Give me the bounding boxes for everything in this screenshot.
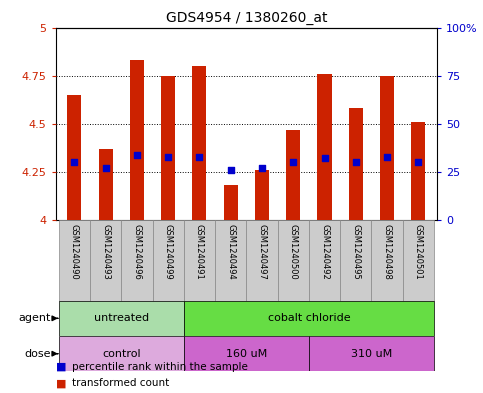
Text: 310 uM: 310 uM bbox=[351, 349, 392, 359]
Bar bbox=[192, 66, 206, 220]
Text: GSM1240490: GSM1240490 bbox=[70, 224, 79, 280]
Bar bbox=[184, 220, 215, 301]
Bar bbox=[90, 220, 121, 301]
Bar bbox=[380, 75, 394, 220]
Text: ■: ■ bbox=[56, 362, 66, 372]
Bar bbox=[58, 220, 90, 301]
Point bbox=[227, 167, 235, 173]
Text: GSM1240498: GSM1240498 bbox=[383, 224, 392, 280]
Point bbox=[352, 159, 360, 165]
Bar bbox=[121, 220, 153, 301]
Text: GSM1240496: GSM1240496 bbox=[132, 224, 142, 280]
Text: GSM1240495: GSM1240495 bbox=[351, 224, 360, 280]
Point bbox=[321, 155, 328, 162]
Point bbox=[196, 153, 203, 160]
Bar bbox=[58, 301, 184, 336]
Point bbox=[289, 159, 297, 165]
Bar bbox=[412, 122, 426, 220]
Bar bbox=[309, 336, 434, 371]
Text: GSM1240494: GSM1240494 bbox=[226, 224, 235, 280]
Title: GDS4954 / 1380260_at: GDS4954 / 1380260_at bbox=[166, 11, 327, 25]
Point bbox=[164, 153, 172, 160]
Text: GSM1240492: GSM1240492 bbox=[320, 224, 329, 280]
Bar bbox=[58, 336, 184, 371]
Text: GSM1240491: GSM1240491 bbox=[195, 224, 204, 280]
Bar bbox=[161, 75, 175, 220]
Bar bbox=[309, 220, 340, 301]
Bar bbox=[403, 220, 434, 301]
Text: GSM1240497: GSM1240497 bbox=[257, 224, 267, 280]
Point bbox=[258, 165, 266, 171]
Bar bbox=[224, 185, 238, 220]
Point bbox=[71, 159, 78, 165]
Bar bbox=[184, 336, 309, 371]
Bar bbox=[286, 130, 300, 220]
Bar bbox=[130, 60, 144, 220]
Text: GSM1240500: GSM1240500 bbox=[289, 224, 298, 280]
Bar bbox=[371, 220, 403, 301]
Text: GSM1240499: GSM1240499 bbox=[164, 224, 172, 280]
Bar bbox=[349, 108, 363, 220]
Bar bbox=[278, 220, 309, 301]
Bar bbox=[255, 170, 269, 220]
Text: GSM1240493: GSM1240493 bbox=[101, 224, 110, 280]
Point bbox=[383, 153, 391, 160]
Bar bbox=[246, 220, 278, 301]
Point bbox=[133, 151, 141, 158]
Bar bbox=[153, 220, 184, 301]
Text: percentile rank within the sample: percentile rank within the sample bbox=[72, 362, 248, 372]
Text: ■: ■ bbox=[56, 378, 66, 388]
Text: control: control bbox=[102, 349, 141, 359]
Text: GSM1240501: GSM1240501 bbox=[414, 224, 423, 280]
Point bbox=[414, 159, 422, 165]
Text: 160 uM: 160 uM bbox=[226, 349, 267, 359]
Bar bbox=[340, 220, 371, 301]
Point bbox=[102, 165, 110, 171]
Bar bbox=[67, 95, 81, 220]
Bar bbox=[215, 220, 246, 301]
Text: cobalt chloride: cobalt chloride bbox=[268, 313, 350, 323]
Text: dose: dose bbox=[24, 349, 51, 359]
Text: transformed count: transformed count bbox=[72, 378, 170, 388]
Text: untreated: untreated bbox=[94, 313, 149, 323]
Bar bbox=[184, 301, 434, 336]
Bar bbox=[99, 149, 113, 220]
Text: agent: agent bbox=[18, 313, 51, 323]
Bar bbox=[317, 74, 331, 220]
